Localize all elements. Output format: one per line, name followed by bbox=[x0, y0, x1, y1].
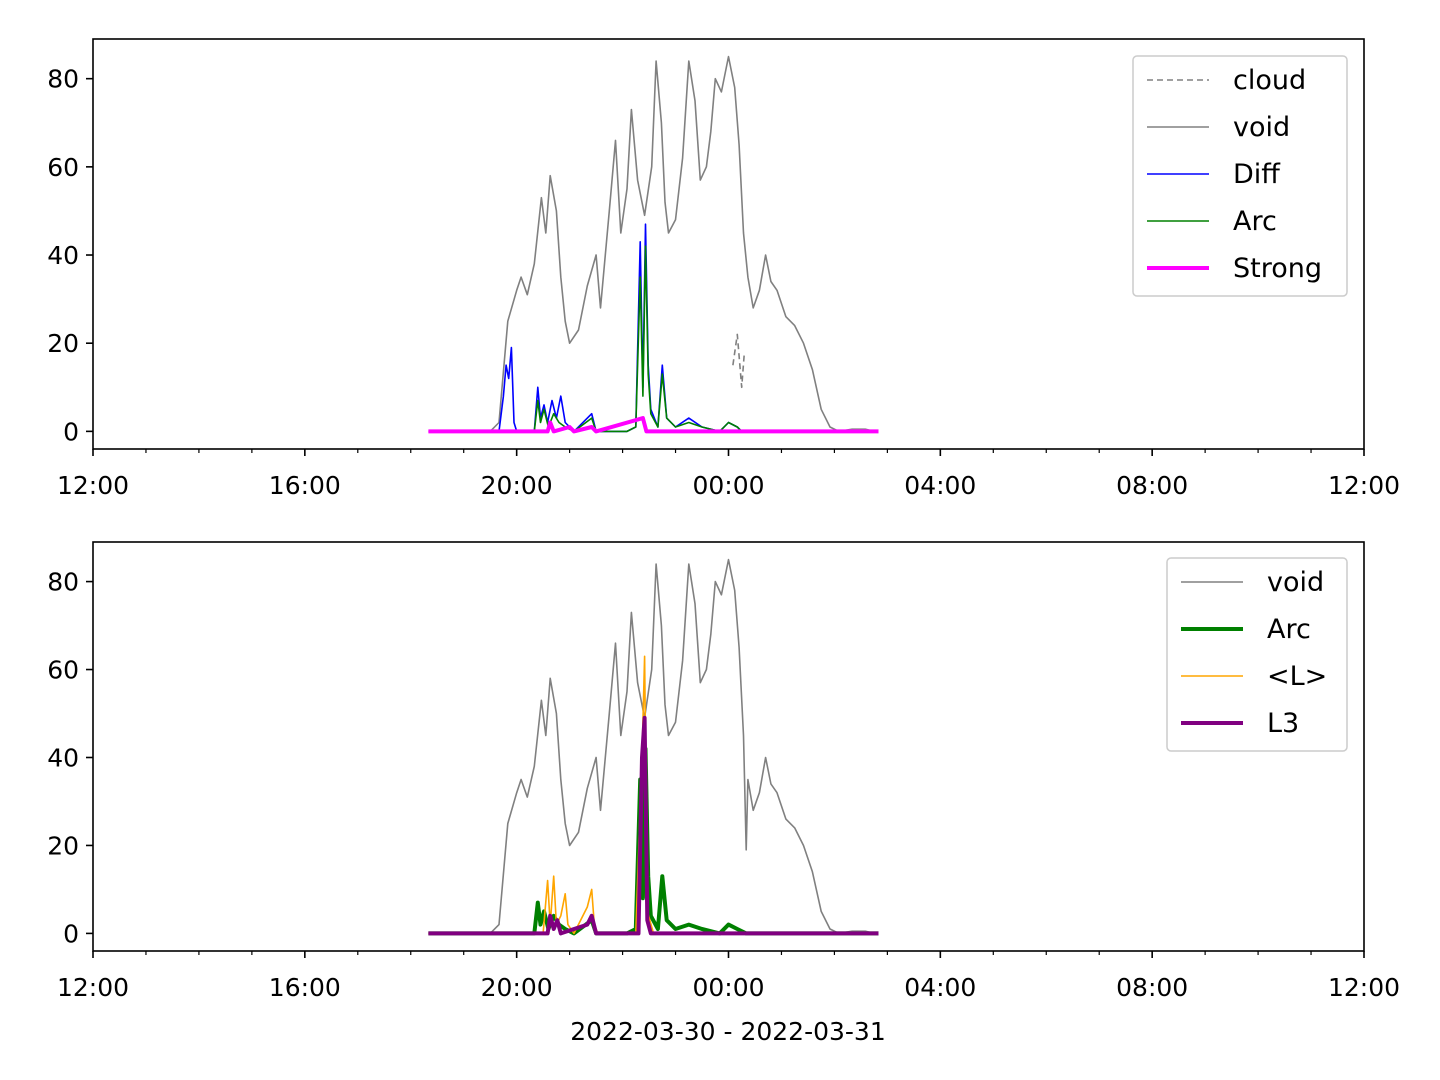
legend-label: <L> bbox=[1267, 661, 1327, 692]
legend: cloud void Diff Arc Strong bbox=[1132, 55, 1348, 297]
legend-label: Strong bbox=[1233, 253, 1322, 284]
series-line-strong bbox=[428, 416, 879, 434]
x-axis-label: 2022-03-30 - 2022-03-31 bbox=[570, 1017, 886, 1046]
x-tick-label: 08:00 bbox=[1116, 973, 1188, 1002]
series-line-arc bbox=[428, 746, 879, 936]
x-tick-label: 00:00 bbox=[692, 471, 764, 500]
series-line-cloud bbox=[732, 333, 746, 389]
y-tick-label: 80 bbox=[47, 568, 79, 597]
legend-label: void bbox=[1267, 567, 1324, 598]
legend: void Arc <L> L3 bbox=[1166, 557, 1348, 752]
series-line-l bbox=[428, 655, 879, 935]
x-tick-label: 12:00 bbox=[1328, 471, 1400, 500]
x-tick-label: 20:00 bbox=[481, 471, 553, 500]
y-tick-label: 40 bbox=[47, 743, 79, 772]
y-tick-label: 60 bbox=[47, 153, 79, 182]
x-tick-label: 16:00 bbox=[269, 471, 341, 500]
series-line-arc bbox=[533, 245, 743, 433]
legend-label: Arc bbox=[1267, 614, 1311, 645]
legend-label: L3 bbox=[1267, 708, 1299, 739]
y-tick-label: 40 bbox=[47, 241, 79, 270]
y-tick-label: 20 bbox=[47, 329, 79, 358]
legend-label: void bbox=[1233, 112, 1290, 143]
x-tick-label: 12:00 bbox=[1328, 973, 1400, 1002]
y-tick-label: 80 bbox=[47, 65, 79, 94]
x-tick-label: 12:00 bbox=[57, 471, 129, 500]
y-tick-label: 0 bbox=[63, 919, 79, 948]
x-tick-label: 16:00 bbox=[269, 973, 341, 1002]
legend-box bbox=[1166, 557, 1348, 752]
x-tick-label: 00:00 bbox=[692, 973, 764, 1002]
y-tick-label: 0 bbox=[63, 417, 79, 446]
x-tick-label: 04:00 bbox=[904, 973, 976, 1002]
x-tick-label: 12:00 bbox=[57, 973, 129, 1002]
x-tick-label: 04:00 bbox=[904, 471, 976, 500]
legend-box bbox=[1132, 55, 1348, 297]
x-tick-label: 20:00 bbox=[481, 973, 553, 1002]
legend-label: Diff bbox=[1233, 159, 1281, 190]
bottom-panel: 0 20 40 60 80 12:00 16:00 20:00 00:00 04:00 08:00 1… bbox=[47, 541, 1400, 1002]
top-panel: 0 20 40 60 80 12:00 16:00 20:00 00:00 04:00 08:00 1… bbox=[47, 38, 1400, 500]
series-line-l3 bbox=[428, 715, 879, 936]
series-line-void bbox=[428, 55, 875, 433]
legend-label: cloud bbox=[1233, 65, 1306, 96]
y-tick-label: 60 bbox=[47, 656, 79, 685]
y-tick-label: 20 bbox=[47, 831, 79, 860]
series-line-void bbox=[428, 558, 875, 935]
legend-label: Arc bbox=[1233, 206, 1277, 237]
x-tick-label: 08:00 bbox=[1116, 471, 1188, 500]
